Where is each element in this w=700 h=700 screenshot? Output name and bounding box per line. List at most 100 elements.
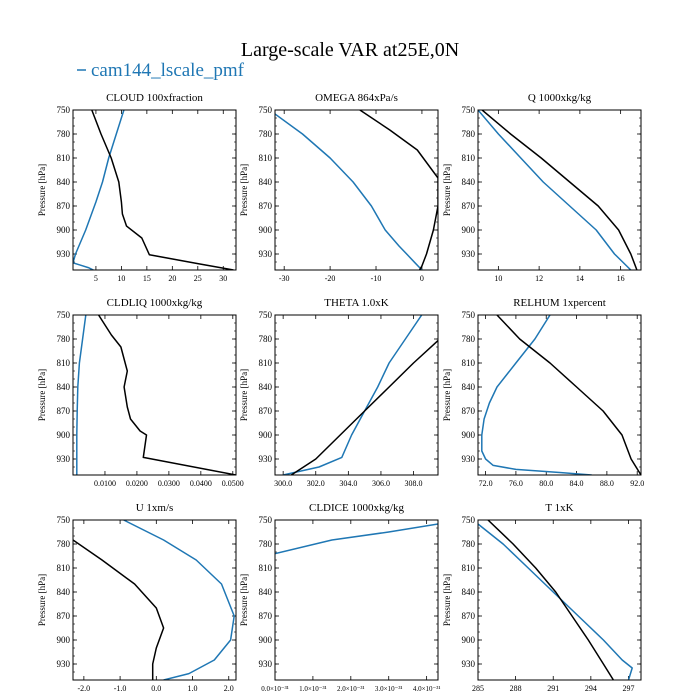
y-tick-label: 780 bbox=[259, 539, 273, 549]
y-tick-label: 900 bbox=[57, 430, 71, 440]
y-tick-label: 900 bbox=[462, 225, 476, 235]
x-tick-label: 72.0 bbox=[479, 479, 493, 488]
chart-panel: CLDLIQ 1000xkg/kg Pressure [hPa] 750 780 810… bbox=[37, 297, 244, 488]
x-tick-label: 0.0 bbox=[151, 684, 161, 693]
y-tick-label: 930 bbox=[259, 249, 273, 259]
y-tick-label: 900 bbox=[462, 635, 476, 645]
y-tick-label: 870 bbox=[462, 611, 476, 621]
x-tick-label: 12 bbox=[535, 274, 543, 283]
x-tick-label: 30 bbox=[219, 274, 227, 283]
panel-frame bbox=[274, 109, 439, 271]
x-tick-label: 92.0 bbox=[630, 479, 644, 488]
panel-title: CLOUD 100xfraction bbox=[106, 92, 203, 104]
y-tick-label: 900 bbox=[259, 635, 273, 645]
y-tick-label: 930 bbox=[57, 659, 71, 669]
series-line-reference bbox=[97, 315, 236, 475]
x-tick-label: 80.0 bbox=[539, 479, 553, 488]
x-tick-label: 1.0 bbox=[188, 684, 198, 693]
x-tick-label: 15 bbox=[143, 274, 151, 283]
series-line-reference bbox=[481, 110, 638, 270]
y-axis-label: Pressure [hPa] bbox=[442, 369, 452, 421]
y-tick-label: 930 bbox=[259, 659, 273, 669]
y-tick-label: 840 bbox=[259, 177, 273, 187]
panel-frame bbox=[477, 314, 642, 476]
x-tick-label: 76.0 bbox=[509, 479, 523, 488]
panel-frame bbox=[72, 519, 237, 681]
y-tick-label: 810 bbox=[259, 563, 273, 573]
x-tick-label: -10 bbox=[371, 274, 382, 283]
y-tick-label: 900 bbox=[259, 225, 273, 235]
x-tick-label: 88.0 bbox=[600, 479, 614, 488]
panel-title: CLDLIQ 1000xkg/kg bbox=[107, 297, 203, 309]
y-tick-label: 900 bbox=[57, 635, 71, 645]
y-axis-label: Pressure [hPa] bbox=[239, 574, 249, 626]
y-tick-label: 870 bbox=[259, 201, 273, 211]
y-tick-label: 750 bbox=[57, 310, 71, 320]
chart-panel: Q 1000xkg/kg Pressure [hPa] 750 780 810 840 87… bbox=[442, 92, 642, 283]
y-tick-label: 750 bbox=[259, 515, 273, 525]
y-tick-label: 840 bbox=[259, 382, 273, 392]
x-tick-label: 20 bbox=[168, 274, 176, 283]
y-tick-label: 930 bbox=[259, 454, 273, 464]
series-line-cam144 bbox=[123, 520, 235, 680]
x-tick-label: 25 bbox=[194, 274, 202, 283]
y-tick-label: 840 bbox=[259, 587, 273, 597]
panel-title: CLDICE 1000xkg/kg bbox=[309, 502, 405, 514]
y-tick-label: 750 bbox=[462, 105, 476, 115]
y-tick-label: 840 bbox=[462, 382, 476, 392]
y-tick-label: 840 bbox=[462, 177, 476, 187]
x-tick-label: 5 bbox=[94, 274, 98, 283]
x-tick-label: 0.0300 bbox=[158, 479, 180, 488]
y-tick-label: 930 bbox=[462, 249, 476, 259]
panel-title: THETA 1.0xK bbox=[324, 297, 389, 309]
x-tick-label: 291 bbox=[547, 684, 559, 693]
series-line-reference bbox=[73, 539, 165, 680]
series-line-cam144 bbox=[282, 315, 423, 475]
x-tick-label: 302.0 bbox=[307, 479, 325, 488]
y-tick-label: 840 bbox=[57, 587, 71, 597]
y-tick-label: 900 bbox=[259, 430, 273, 440]
x-tick-label: 14 bbox=[576, 274, 584, 283]
series-line-cam144 bbox=[275, 523, 438, 555]
x-tick-label: 0 bbox=[420, 274, 424, 283]
series-line-reference bbox=[496, 315, 641, 475]
series-line-reference bbox=[359, 110, 438, 270]
x-tick-label: 300.0 bbox=[274, 479, 292, 488]
panel-title: OMEGA 864xPa/s bbox=[315, 92, 398, 104]
chart-panel: U 1xm/s Pressure [hPa] 750 780 810 840 870 900 9… bbox=[37, 502, 237, 693]
x-tick-label: 0.0400 bbox=[190, 479, 212, 488]
y-tick-label: 750 bbox=[462, 515, 476, 525]
y-tick-label: 870 bbox=[462, 406, 476, 416]
y-tick-label: 870 bbox=[57, 406, 71, 416]
panel-frame bbox=[72, 109, 237, 271]
x-tick-label: 1.0×10⁻³¹ bbox=[299, 685, 327, 693]
series-line-cam144 bbox=[478, 110, 632, 270]
series-line-cam144 bbox=[481, 315, 592, 475]
y-tick-label: 780 bbox=[462, 129, 476, 139]
series-line-cam144 bbox=[76, 315, 87, 475]
x-tick-label: 84.0 bbox=[570, 479, 584, 488]
y-tick-label: 900 bbox=[57, 225, 71, 235]
x-tick-label: 306.0 bbox=[372, 479, 390, 488]
chart-panel: OMEGA 864xPa/s Pressure [hPa] 750 780 810 840… bbox=[239, 92, 439, 283]
y-tick-label: 870 bbox=[259, 611, 273, 621]
x-tick-label: 294 bbox=[585, 684, 597, 693]
x-tick-label: 4.0×10⁻³¹ bbox=[413, 685, 441, 693]
x-tick-label: 2.0×10⁻³¹ bbox=[337, 685, 365, 693]
x-tick-label: 288 bbox=[510, 684, 522, 693]
series-line-reference bbox=[91, 110, 234, 270]
panel-title: RELHUM 1xpercent bbox=[513, 297, 606, 309]
panel-title: T 1xK bbox=[545, 502, 573, 514]
y-tick-label: 870 bbox=[57, 201, 71, 211]
figure-title: Large-scale VAR at25E,0N bbox=[241, 39, 459, 61]
y-tick-label: 780 bbox=[57, 129, 71, 139]
x-tick-label: -30 bbox=[279, 274, 290, 283]
y-axis-label: Pressure [hPa] bbox=[442, 574, 452, 626]
y-tick-label: 810 bbox=[57, 358, 71, 368]
y-tick-label: 810 bbox=[57, 153, 71, 163]
y-axis-label: Pressure [hPa] bbox=[37, 574, 47, 626]
y-tick-label: 930 bbox=[462, 659, 476, 669]
chart-panel: T 1xK Pressure [hPa] 750 780 810 840 870 900 930… bbox=[442, 502, 642, 693]
y-tick-label: 810 bbox=[57, 563, 71, 573]
